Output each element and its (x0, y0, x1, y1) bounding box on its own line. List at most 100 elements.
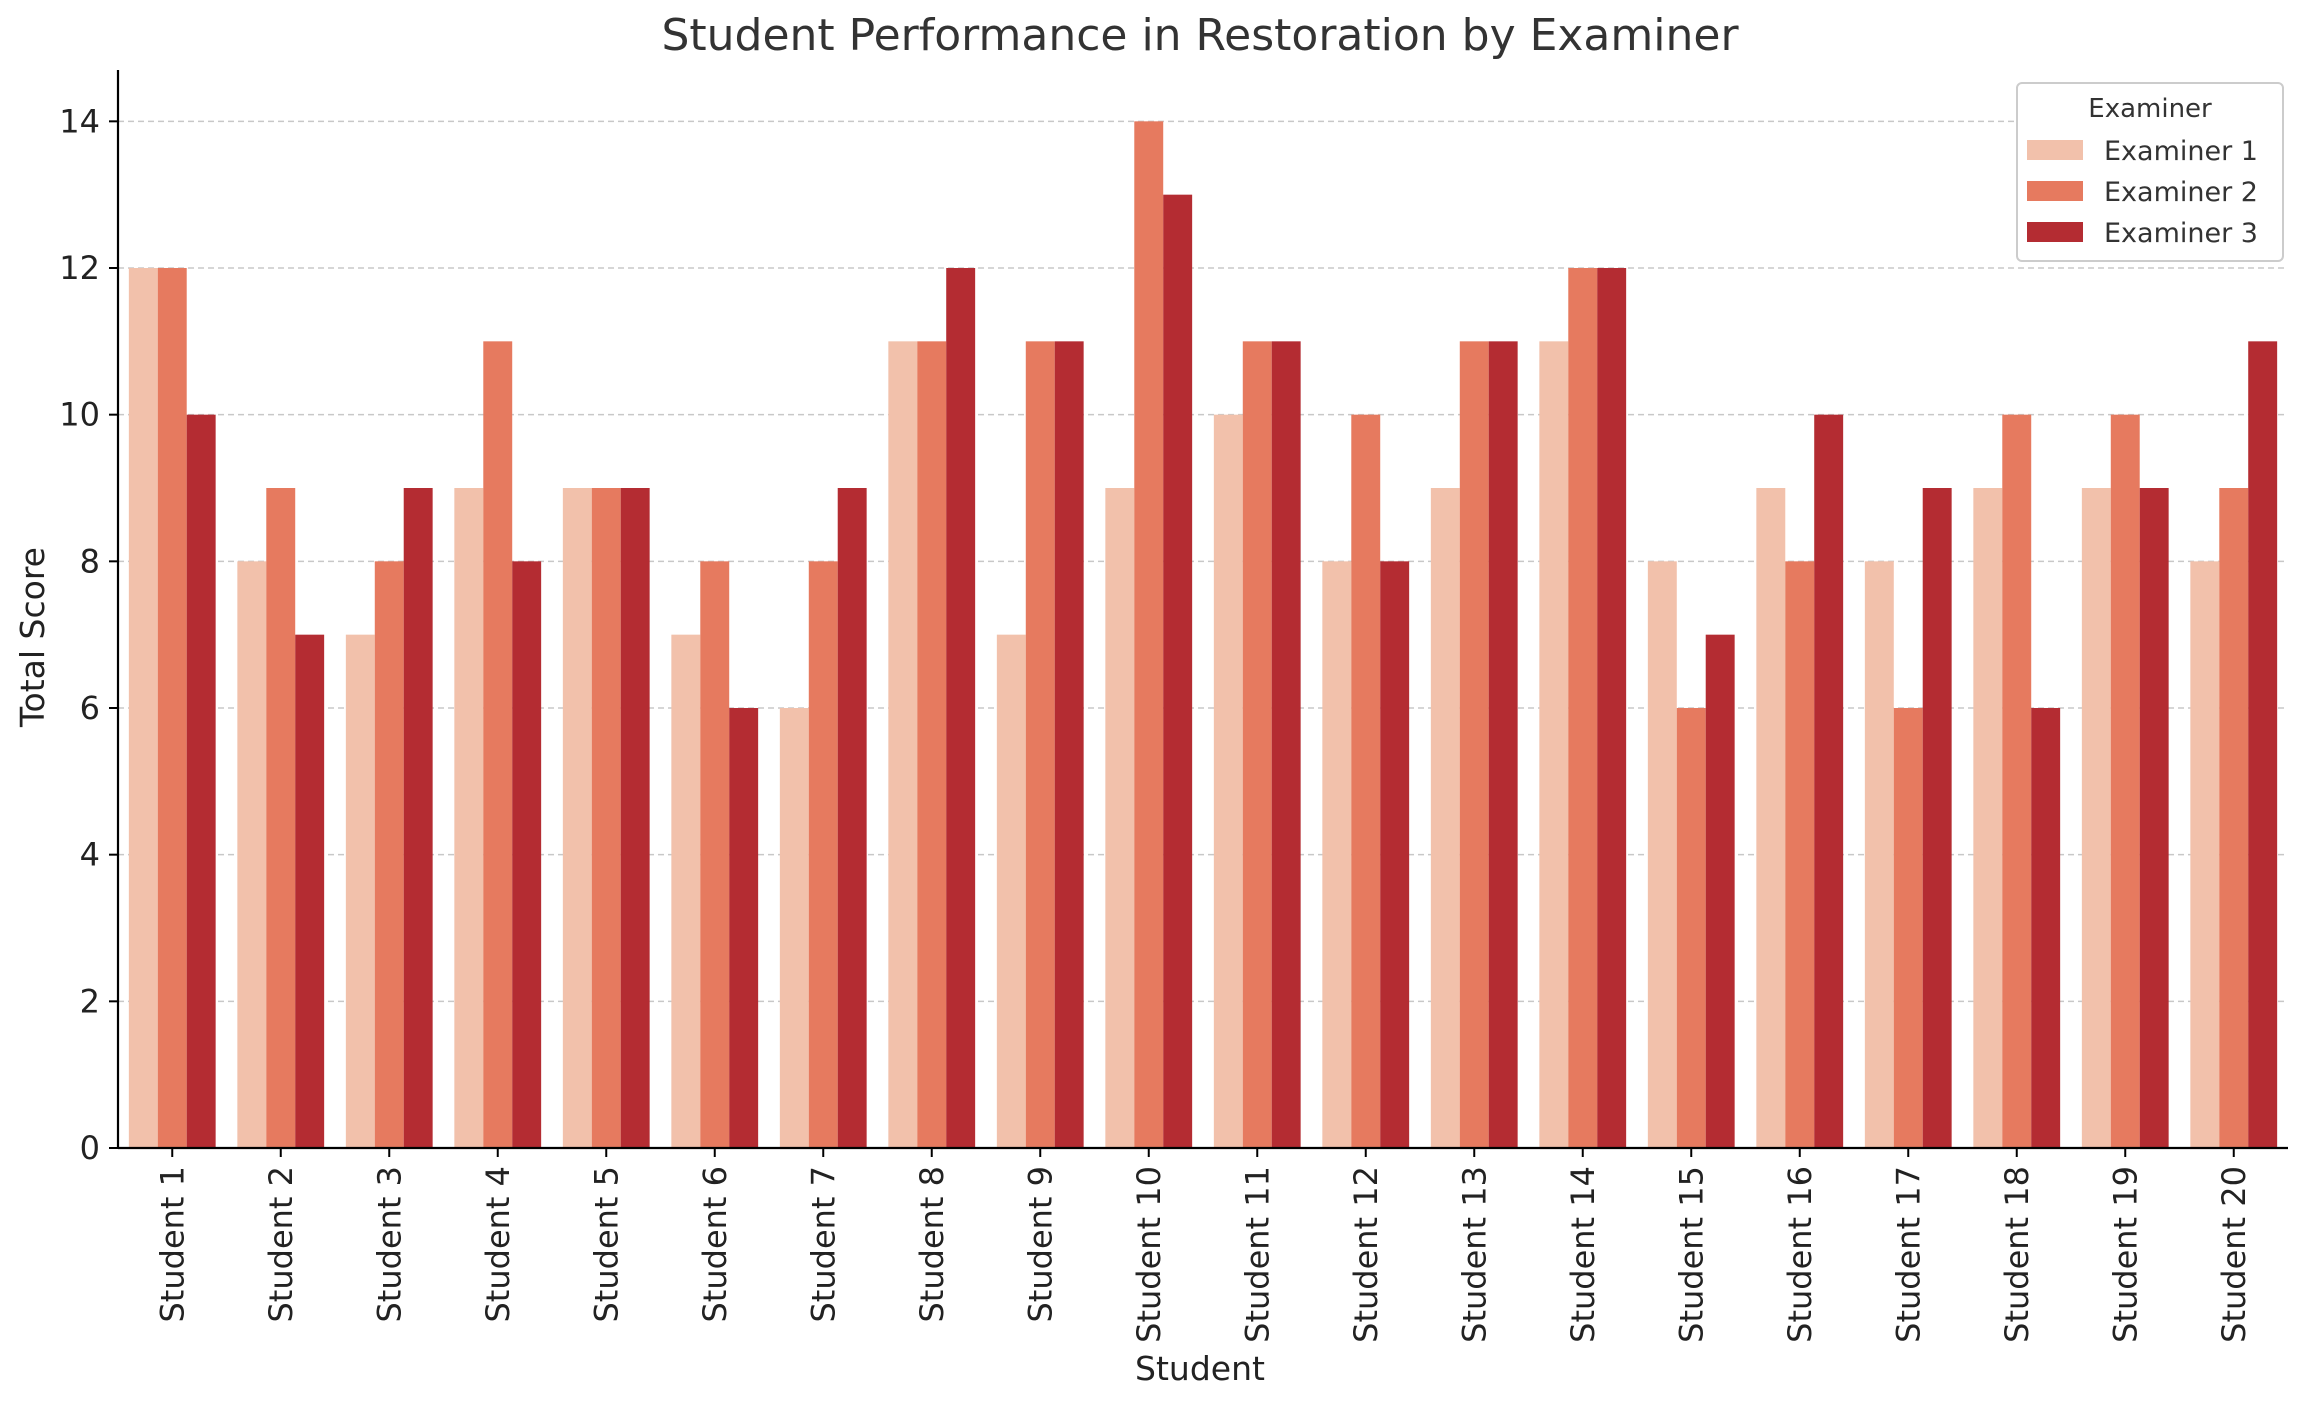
bar (2248, 341, 2278, 1148)
bar (1380, 561, 1410, 1148)
x-axis-label: Student (1135, 1349, 1265, 1388)
bar (591, 488, 621, 1148)
legend-label: Examiner 2 (2104, 177, 2258, 208)
x-tick-label: Student 16 (1781, 1166, 1819, 1343)
bar (454, 488, 484, 1148)
bar (1597, 268, 1627, 1148)
gridlines (118, 120, 2288, 1003)
legend-label: Examiner 3 (2104, 218, 2258, 249)
bar (1213, 414, 1243, 1149)
x-tick-label: Student 1 (153, 1166, 191, 1323)
bar (996, 634, 1026, 1148)
x-tick-label: Student 20 (2215, 1166, 2253, 1343)
bar-group (1647, 561, 1735, 1148)
legend-label: Examiner 1 (2104, 136, 2258, 167)
bar (1459, 341, 1489, 1148)
bar (2190, 561, 2220, 1148)
bar (512, 561, 542, 1148)
x-tick-label: Student 18 (1998, 1166, 2036, 1343)
bar-group (1213, 341, 1301, 1149)
bar (888, 341, 918, 1148)
bar (1893, 708, 1923, 1148)
bar (157, 268, 187, 1148)
bar-group (1430, 341, 1518, 1148)
bar (1647, 561, 1677, 1148)
bar (2081, 488, 2111, 1148)
y-tick-label: 0 (80, 1129, 100, 1167)
bar (1756, 488, 1786, 1148)
bar (562, 488, 592, 1148)
bar (1025, 341, 1055, 1148)
bar-group (562, 488, 650, 1148)
bar (2002, 414, 2032, 1149)
bar (1105, 488, 1135, 1148)
legend-items: Examiner 1 Examiner 2 Examiner 3 (2027, 136, 2258, 249)
bar-group (1756, 414, 1844, 1149)
x-tick-label: Student 5 (587, 1166, 625, 1323)
bar (1242, 341, 1272, 1148)
legend-title: Examiner (2088, 94, 2212, 124)
bar-group (1973, 414, 2061, 1149)
bar-group (345, 488, 433, 1148)
bar-group (1864, 488, 1952, 1148)
bar (1814, 414, 1844, 1149)
bar (128, 268, 158, 1148)
bar-group (1322, 414, 1410, 1149)
bar (1973, 488, 2003, 1148)
bar (1134, 121, 1164, 1148)
bar (483, 341, 513, 1148)
bar (1705, 634, 1735, 1148)
bar (345, 634, 375, 1148)
bar (700, 561, 730, 1148)
axes (116, 70, 2288, 1150)
bar-group (454, 341, 542, 1148)
bar (620, 488, 650, 1148)
bar (2031, 708, 2061, 1148)
legend-swatch (2027, 181, 2083, 201)
bar (1676, 708, 1706, 1148)
bar-group (996, 341, 1084, 1148)
x-tick-label: Student 15 (1672, 1166, 1710, 1343)
x-tick-label: Student 19 (2106, 1166, 2144, 1343)
bar-group (2081, 414, 2169, 1149)
x-tick-label: Student 7 (804, 1166, 842, 1323)
bar (2139, 488, 2169, 1148)
bar (1054, 341, 1084, 1148)
x-tick-label: Student 13 (1455, 1166, 1493, 1343)
bar (2219, 488, 2249, 1148)
bar (1539, 341, 1569, 1148)
bar (1568, 268, 1598, 1148)
bar (1922, 488, 1952, 1148)
y-tick-label: 12 (59, 249, 100, 287)
bar (1351, 414, 1381, 1149)
bar-group (128, 268, 216, 1149)
x-tick-label: Student 6 (696, 1166, 734, 1323)
bar (403, 488, 433, 1148)
bars (128, 121, 2278, 1149)
y-tick-label: 10 (59, 396, 100, 434)
y-axis-ticks: 0 2 4 6 8 10 12 14 (59, 102, 118, 1167)
bar (1322, 561, 1352, 1148)
x-tick-label: Student 11 (1238, 1166, 1276, 1343)
bar (1430, 488, 1460, 1148)
x-tick-label: Student 4 (479, 1166, 517, 1323)
bar (808, 561, 838, 1148)
bar-group (1539, 268, 1627, 1148)
y-axis-label: Total Score (13, 547, 52, 728)
x-tick-label: Student 17 (1889, 1166, 1927, 1343)
legend: Examiner Examiner 1 Examiner 2 Examiner 3 (2016, 82, 2284, 262)
legend-swatch (2027, 140, 2083, 160)
bar (1271, 341, 1301, 1148)
bar-group (671, 561, 759, 1148)
bar (729, 708, 759, 1148)
bar (1163, 194, 1193, 1148)
y-tick-label: 8 (80, 542, 100, 580)
bar-group (779, 488, 867, 1148)
y-tick-label: 2 (80, 982, 100, 1020)
legend-frame (2016, 82, 2284, 262)
y-tick-label: 14 (59, 102, 100, 140)
x-tick-label: Student 3 (370, 1166, 408, 1323)
x-tick-label: Student 12 (1347, 1166, 1385, 1343)
x-tick-label: Student 8 (913, 1166, 951, 1323)
